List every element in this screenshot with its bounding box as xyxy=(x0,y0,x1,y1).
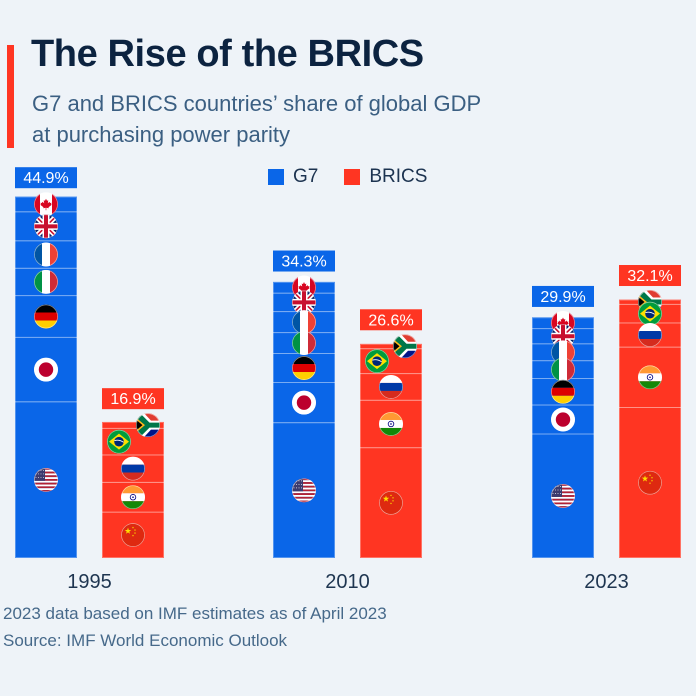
bar-segment-brics-south-africa-1995 xyxy=(102,421,164,429)
value-label-box xyxy=(360,309,422,331)
germany-flag-icon xyxy=(292,356,316,381)
value-label-text: 44.9% xyxy=(23,170,68,187)
chart-subtitle: G7 and BRICS countries’ share of global … xyxy=(32,88,481,150)
south-africa-flag-icon xyxy=(136,413,160,438)
brazil-flag-icon xyxy=(638,301,662,326)
value-label-g7-1995: 44.9% xyxy=(15,167,77,189)
india-flag-icon xyxy=(638,365,662,390)
value-label-brics-2023: 32.1% xyxy=(619,265,681,287)
x-tick-label-1995: 1995 xyxy=(67,571,112,593)
value-label-text: 26.6% xyxy=(368,312,413,329)
russia-flag-icon xyxy=(121,456,145,481)
legend-item-brics: BRICS xyxy=(344,166,427,188)
france-flag-icon xyxy=(292,310,316,335)
canada-flag-icon xyxy=(34,192,58,217)
legend: G7 BRICS xyxy=(268,166,453,188)
us-flag-icon xyxy=(292,478,316,503)
china-flag-icon xyxy=(379,490,403,515)
us-flag-icon xyxy=(34,467,58,492)
legend-label-g7: G7 xyxy=(293,166,319,187)
x-tick-label-2010: 2010 xyxy=(325,571,370,593)
value-label-box xyxy=(273,250,335,272)
russia-flag-icon xyxy=(379,374,403,399)
bars-layer xyxy=(15,196,681,559)
chart-title: The Rise of the BRICS xyxy=(31,33,424,75)
legend-swatch-brics xyxy=(344,169,361,185)
title-accent-bar xyxy=(7,45,14,148)
value-label-brics-2010: 26.6% xyxy=(360,309,422,331)
subtitle-line-1: G7 and BRICS countries’ share of global … xyxy=(32,91,482,116)
footer: 2023 data based on IMF estimates as of A… xyxy=(3,600,387,654)
bar-outline-brics-2010 xyxy=(360,343,422,558)
japan-flag-icon xyxy=(292,390,316,415)
south-africa-flag-icon xyxy=(393,334,417,359)
value-label-text: 34.3% xyxy=(281,254,326,271)
italy-flag-icon xyxy=(551,357,575,382)
brazil-flag-icon xyxy=(365,349,389,374)
legend-label-brics: BRICS xyxy=(369,166,428,187)
india-flag-icon xyxy=(379,411,403,436)
uk-flag-icon xyxy=(34,214,58,239)
france-flag-icon xyxy=(34,242,58,267)
value-label-text: 29.9% xyxy=(540,289,585,306)
value-label-box xyxy=(102,388,164,410)
value-label-box xyxy=(15,167,77,189)
value-label-box xyxy=(619,265,681,287)
china-flag-icon xyxy=(121,523,145,548)
legend-item-g7: G7 xyxy=(268,166,318,188)
us-flag-icon xyxy=(551,484,575,509)
japan-flag-icon xyxy=(34,357,58,382)
footer-note: 2023 data based on IMF estimates as of A… xyxy=(3,604,387,623)
bar-segment-brics-south-africa-2010 xyxy=(360,343,422,349)
value-label-g7-2010: 34.3% xyxy=(273,250,335,272)
value-label-box xyxy=(532,285,594,307)
brazil-flag-icon xyxy=(107,429,131,454)
germany-flag-icon xyxy=(34,304,58,329)
india-flag-icon xyxy=(121,485,145,510)
germany-flag-icon xyxy=(551,379,575,404)
bar-outline-brics-1995 xyxy=(102,421,164,559)
japan-flag-icon xyxy=(551,407,575,432)
russia-flag-icon xyxy=(638,323,662,348)
legend-swatch-g7 xyxy=(268,169,284,185)
china-flag-icon xyxy=(638,470,662,495)
italy-flag-icon xyxy=(292,331,316,356)
labels-layer: 44.9% 16.9% 1995 34.3% 26.6% 2010 29.9% 32.1% 20… xyxy=(15,167,681,593)
value-label-text: 16.9% xyxy=(110,391,155,408)
italy-flag-icon xyxy=(34,269,58,294)
footer-source: Source: IMF World Economic Outlook xyxy=(3,631,288,650)
subtitle-line-2: at purchasing power parity xyxy=(32,122,291,147)
value-label-brics-1995: 16.9% xyxy=(102,388,164,410)
x-tick-label-2023: 2023 xyxy=(584,571,629,593)
value-label-g7-2023: 29.9% xyxy=(532,285,594,307)
value-label-text: 32.1% xyxy=(627,268,672,285)
flags-layer xyxy=(34,192,662,548)
